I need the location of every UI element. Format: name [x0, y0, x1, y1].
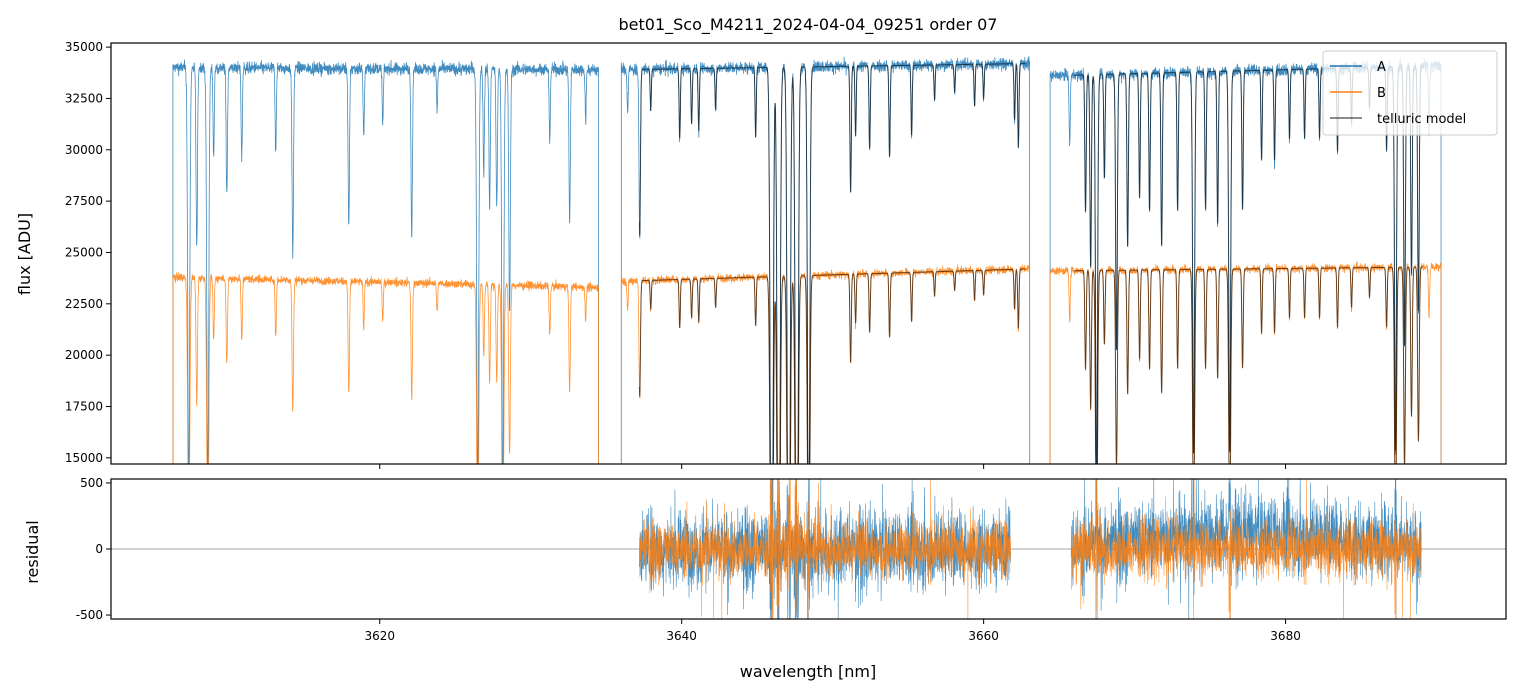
- y-tick-label: 32500: [65, 91, 103, 105]
- legend-label-b: B: [1377, 86, 1386, 101]
- chart-title: bet01_Sco_M4211_2024-04-04_09251 order 0…: [619, 15, 998, 35]
- residual-y-tick-label: 500: [80, 476, 103, 490]
- legend-label-a: A: [1377, 60, 1386, 75]
- y-axis-label-flux: flux [ADU]: [15, 213, 34, 295]
- y-tick-label: 22500: [65, 297, 103, 311]
- legend: A B telluric model: [1322, 50, 1498, 136]
- residual-b-line: [1070, 479, 1422, 619]
- y-axis-label-residual: residual: [23, 520, 42, 583]
- residual-y-tick-label: -500: [76, 608, 103, 622]
- x-tick-label: 3680: [1270, 629, 1301, 643]
- spectrum-b-line: [172, 271, 599, 464]
- y-tick-label: 17500: [65, 399, 103, 413]
- spectrum-b-line: [620, 264, 1031, 464]
- telluric-model-line-b: [638, 268, 1026, 464]
- y-tick-label: 15000: [65, 451, 103, 465]
- x-tick-label: 3660: [968, 629, 999, 643]
- legend-box: [1322, 50, 1498, 136]
- residual-b-line: [639, 479, 1011, 619]
- x-tick-label: 3640: [666, 629, 697, 643]
- spectrum-b-line: [1049, 261, 1442, 464]
- legend-label-model: telluric model: [1377, 112, 1466, 127]
- x-axis-label: wavelength [nm]: [740, 662, 877, 681]
- spectrum-a-line: [172, 59, 599, 464]
- y-tick-label: 20000: [65, 348, 103, 362]
- y-tick-label: 35000: [65, 40, 103, 54]
- telluric-model-line-b: [1074, 266, 1423, 464]
- spectrum-a-line: [620, 55, 1031, 464]
- flux-panel-frame: [110, 42, 1507, 465]
- flux-panel: [172, 55, 1442, 464]
- telluric-model-line-a: [638, 63, 1026, 464]
- y-tick-label: 30000: [65, 143, 103, 157]
- residual-panel: [111, 479, 1506, 619]
- x-tick-label: 3620: [364, 629, 395, 643]
- residual-y-tick-label: 0: [95, 542, 103, 556]
- y-tick-label: 25000: [65, 245, 103, 259]
- y-tick-label: 27500: [65, 194, 103, 208]
- axes: 3620 3640 3660 3680 15000 17500 20000 22500 2500…: [65, 40, 1301, 643]
